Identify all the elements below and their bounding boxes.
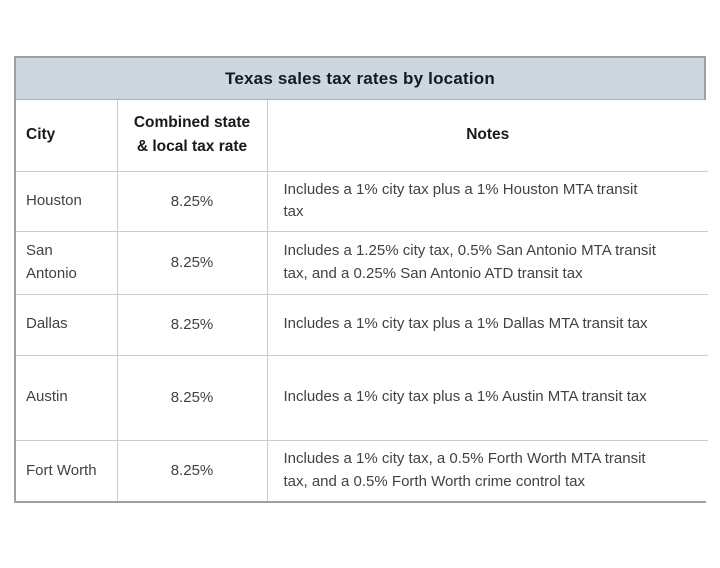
cell-rate: 8.25%	[116, 439, 268, 502]
table-row: Dallas 8.25% Includes a 1% city tax plus…	[15, 293, 709, 356]
column-header-city: City	[15, 99, 118, 172]
cell-city: Fort Worth	[15, 439, 118, 502]
cell-rate: 8.25%	[116, 354, 268, 441]
cell-notes: Includes a 1% city tax plus a 1% Dallas …	[266, 293, 709, 356]
table-row: Fort Worth 8.25% Includes a 1% city tax,…	[15, 439, 709, 502]
cell-rate: 8.25%	[116, 170, 268, 232]
table-row: Austin 8.25% Includes a 1% city tax plus…	[15, 354, 709, 441]
tax-rate-table-card: Texas sales tax rates by location City C…	[14, 56, 709, 503]
header-row: City Combined state & local tax rate Not…	[15, 99, 709, 172]
table-row: San Antonio 8.25% Includes a 1.25% city …	[15, 230, 709, 295]
cell-notes: Includes a 1.25% city tax, 0.5% San Anto…	[266, 230, 709, 295]
cell-city: Houston	[15, 170, 118, 232]
cell-notes: Includes a 1% city tax plus a 1% Houston…	[266, 170, 709, 232]
table-row: Houston 8.25% Includes a 1% city tax plu…	[15, 170, 709, 232]
column-header-rate: Combined state & local tax rate	[116, 99, 268, 172]
table-title: Texas sales tax rates by location	[16, 58, 704, 100]
cell-rate: 8.25%	[116, 293, 268, 356]
cell-city: Dallas	[15, 293, 118, 356]
cell-city: San Antonio	[15, 230, 118, 295]
cell-notes: Includes a 1% city tax plus a 1% Austin …	[266, 354, 709, 441]
cell-city: Austin	[15, 354, 118, 441]
column-header-notes: Notes	[266, 99, 709, 172]
tax-rate-table: City Combined state & local tax rate Not…	[15, 99, 709, 502]
cell-rate: 8.25%	[116, 230, 268, 295]
cell-notes: Includes a 1% city tax, a 0.5% Forth Wor…	[266, 439, 709, 502]
